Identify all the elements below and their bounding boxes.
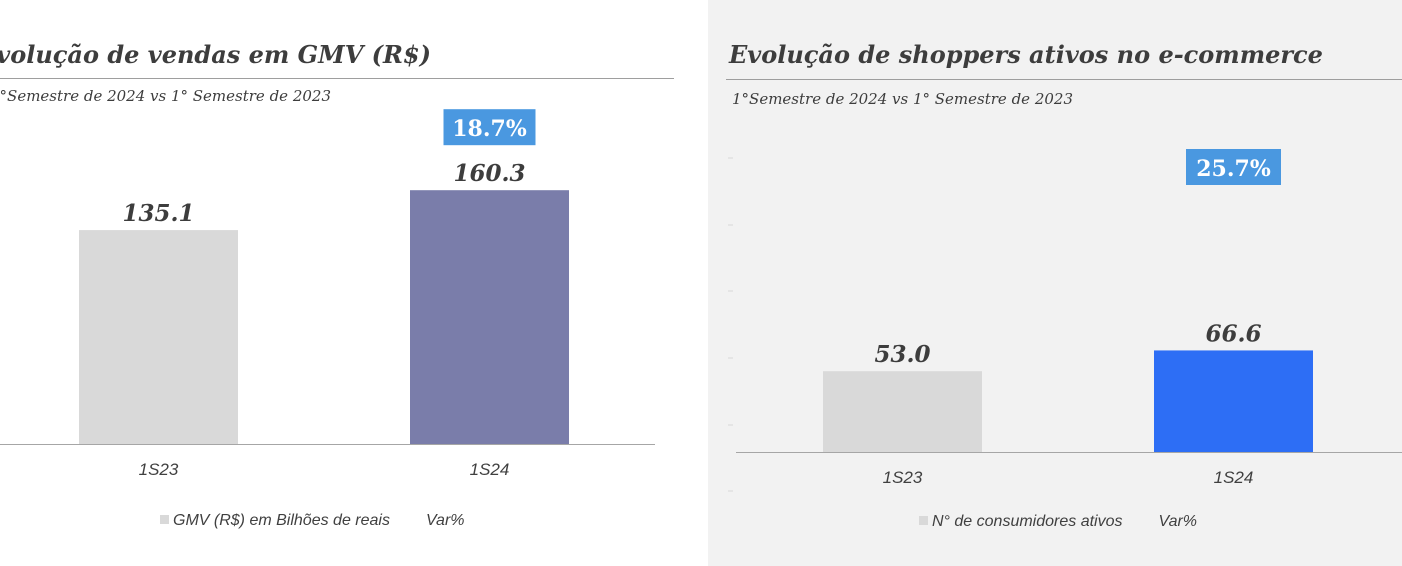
chart-subtitle: 1°Semestre de 2024 vs 1° Semestre de 202… bbox=[732, 90, 1073, 108]
chart-legend: GMV (R$) em Bilhões de reais Var% bbox=[160, 512, 465, 530]
chart-subtitle: 1°Semestre de 2024 vs 1° Semestre de 202… bbox=[0, 87, 331, 105]
data-label: 66.6 bbox=[1205, 320, 1261, 347]
var-badge bbox=[1186, 149, 1281, 185]
bar-1s24 bbox=[410, 190, 569, 444]
var-badge-label: 25.7% bbox=[1196, 156, 1271, 182]
bar-1s23 bbox=[823, 371, 982, 452]
chart-title: Evolução de vendas em GMV (R$) bbox=[0, 40, 432, 69]
legend-swatch bbox=[919, 516, 928, 525]
bar-1s24 bbox=[1154, 350, 1313, 452]
legend-entry-series: N° de consumidores ativos bbox=[932, 513, 1123, 530]
x-tick-label: 1S24 bbox=[470, 460, 510, 479]
title-divider bbox=[0, 78, 674, 79]
shoppers-bar-chart: 53.0 1S23 66.6 1S24 25.7% bbox=[728, 149, 1402, 492]
chart-legend: N° de consumidores ativos Var% bbox=[919, 513, 1197, 531]
legend-swatch bbox=[160, 515, 169, 524]
var-badge bbox=[443, 109, 536, 146]
legend-entry-var: Var% bbox=[425, 512, 465, 529]
legend-entry-var: Var% bbox=[1158, 513, 1198, 530]
x-tick-label: 1S23 bbox=[883, 468, 923, 487]
chart-title: Evolução de shoppers ativos no e-commerc… bbox=[729, 40, 1323, 69]
bar-1s23 bbox=[79, 230, 238, 444]
var-badge-label: 18.7% bbox=[452, 116, 527, 142]
shoppers-chart-panel: Evolução de shoppers ativos no e-commerc… bbox=[708, 0, 1402, 566]
data-label: 53.0 bbox=[874, 341, 930, 368]
title-divider bbox=[726, 79, 1402, 80]
x-tick-label: 1S23 bbox=[139, 460, 179, 479]
gmv-chart-panel: Evolução de vendas em GMV (R$) 1°Semestr… bbox=[0, 40, 674, 530]
data-label: 135.1 bbox=[122, 200, 194, 227]
data-label: 160.3 bbox=[453, 160, 525, 187]
legend-entry-series: GMV (R$) em Bilhões de reais bbox=[173, 512, 390, 529]
gmv-bar-chart: 135.1 1S23 160.3 1S24 18.7% bbox=[0, 109, 655, 479]
x-tick-label: 1S24 bbox=[1214, 468, 1254, 487]
